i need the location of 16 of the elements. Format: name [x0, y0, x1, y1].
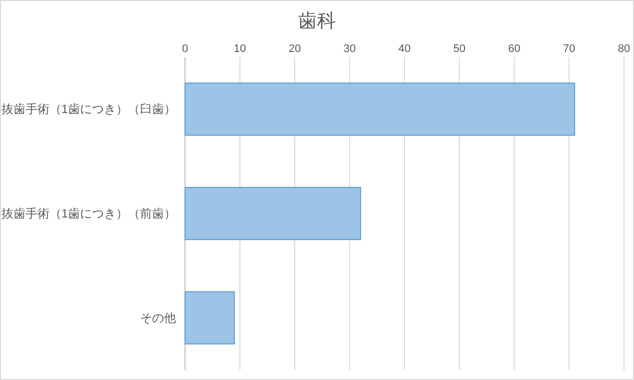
- y-tick-label: その他: [140, 310, 176, 325]
- bar: [184, 186, 362, 240]
- x-tick-label: 0: [182, 43, 188, 55]
- x-tick-label: 20: [288, 43, 301, 55]
- y-tick-label: 抜歯手術（1歯につき）（臼歯）: [1, 102, 176, 116]
- x-tick-label: 10: [234, 43, 246, 55]
- x-tick-label: 30: [344, 43, 356, 55]
- x-tick-label: 60: [508, 43, 520, 55]
- chart-title: 歯科: [298, 11, 336, 32]
- x-tick-label: 70: [563, 43, 576, 55]
- bar: [184, 291, 235, 344]
- x-tick-label: 80: [618, 43, 630, 55]
- x-tick-label: 50: [453, 43, 466, 55]
- x-tick-label: 40: [398, 43, 411, 55]
- bar: [184, 82, 576, 136]
- y-tick-label: 抜歯手術（1歯につき）（前歯）: [1, 206, 176, 220]
